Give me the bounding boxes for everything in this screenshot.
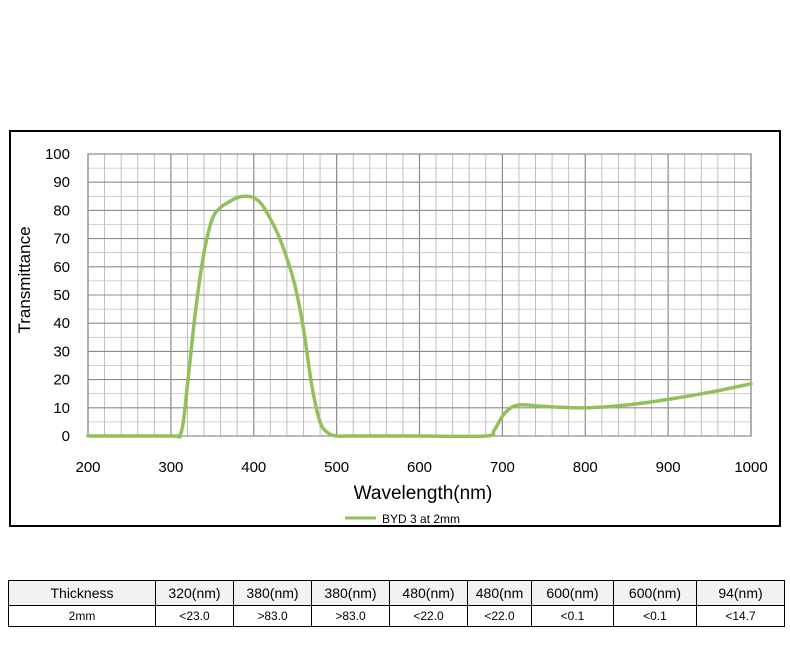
table-header-cell: Thickness	[8, 580, 156, 606]
y-tick-label: 90	[53, 174, 70, 191]
x-tick-label: 200	[75, 459, 100, 476]
x-tick-label: 1000	[734, 459, 767, 476]
y-tick-label: 60	[53, 259, 70, 276]
x-tick-label: 700	[490, 459, 515, 476]
x-tick-label: 800	[573, 459, 598, 476]
transmittance-chart: 0 10 20 30 40 50 60 70 80 90 100 200 300 400 500 600 700…	[15, 146, 768, 526]
y-tick-label: 40	[53, 315, 70, 332]
y-tick-label: 100	[45, 146, 70, 163]
y-tick-label: 50	[53, 287, 70, 304]
legend-label: BYD 3 at 2mm	[382, 512, 460, 526]
x-axis-label: Wavelength(nm)	[354, 483, 493, 504]
spec-table: Thickness 320(nm) 380(nm) 380(nm) 480(nm) 480…	[8, 580, 785, 627]
table-cell: <0.1	[531, 605, 614, 627]
x-tick-label: 500	[324, 459, 349, 476]
series-line	[86, 194, 753, 439]
series-layer	[86, 194, 753, 439]
table-header-cell: 600(nm)	[613, 580, 697, 606]
table-body: 2mm <23.0 >83.0 >83.0 <22.0 <22.0 <0.1 <0.1 <14.…	[8, 605, 785, 627]
x-tick-label: 300	[158, 459, 183, 476]
legend: BYD 3 at 2mm	[345, 512, 460, 526]
y-axis-label: Transmittance	[15, 226, 34, 333]
tick-labels: 0 10 20 30 40 50 60 70 80 90 100 200 300 400 500 600 700…	[45, 146, 768, 476]
table-header-cell: 320(nm)	[155, 580, 234, 606]
table-cell: <14.7	[696, 605, 785, 627]
table-cell: <23.0	[155, 605, 234, 627]
table-cell: <22.0	[467, 605, 532, 627]
table-header-cell: 480(nm)	[389, 580, 468, 606]
table-cell: <22.0	[389, 605, 468, 627]
chart-frame: 0 10 20 30 40 50 60 70 80 90 100 200 300 400 500 600 700…	[9, 130, 781, 527]
y-tick-label: 30	[53, 343, 70, 360]
table-header-cell: 380(nm)	[311, 580, 390, 606]
table-header-cell: 94(nm)	[696, 580, 785, 606]
table-header-cell: 480(nm	[467, 580, 532, 606]
table-header-cell: 600(nm)	[531, 580, 614, 606]
x-tick-label: 400	[241, 459, 266, 476]
table-row: 2mm <23.0 >83.0 >83.0 <22.0 <22.0 <0.1 <0.1 <14.…	[8, 605, 785, 627]
table-cell: <0.1	[613, 605, 697, 627]
y-tick-label: 10	[53, 400, 70, 417]
x-tick-label: 900	[656, 459, 681, 476]
y-tick-label: 80	[53, 202, 70, 219]
y-tick-label: 20	[53, 372, 70, 389]
table-cell: >83.0	[233, 605, 312, 627]
y-tick-label: 70	[53, 231, 70, 248]
table-header-row: Thickness 320(nm) 380(nm) 380(nm) 480(nm) 480…	[8, 580, 785, 606]
table-cell: 2mm	[8, 605, 156, 627]
x-tick-label: 600	[407, 459, 432, 476]
table-header-cell: 380(nm)	[233, 580, 312, 606]
y-tick-label: 0	[62, 428, 70, 445]
table-cell: >83.0	[311, 605, 390, 627]
